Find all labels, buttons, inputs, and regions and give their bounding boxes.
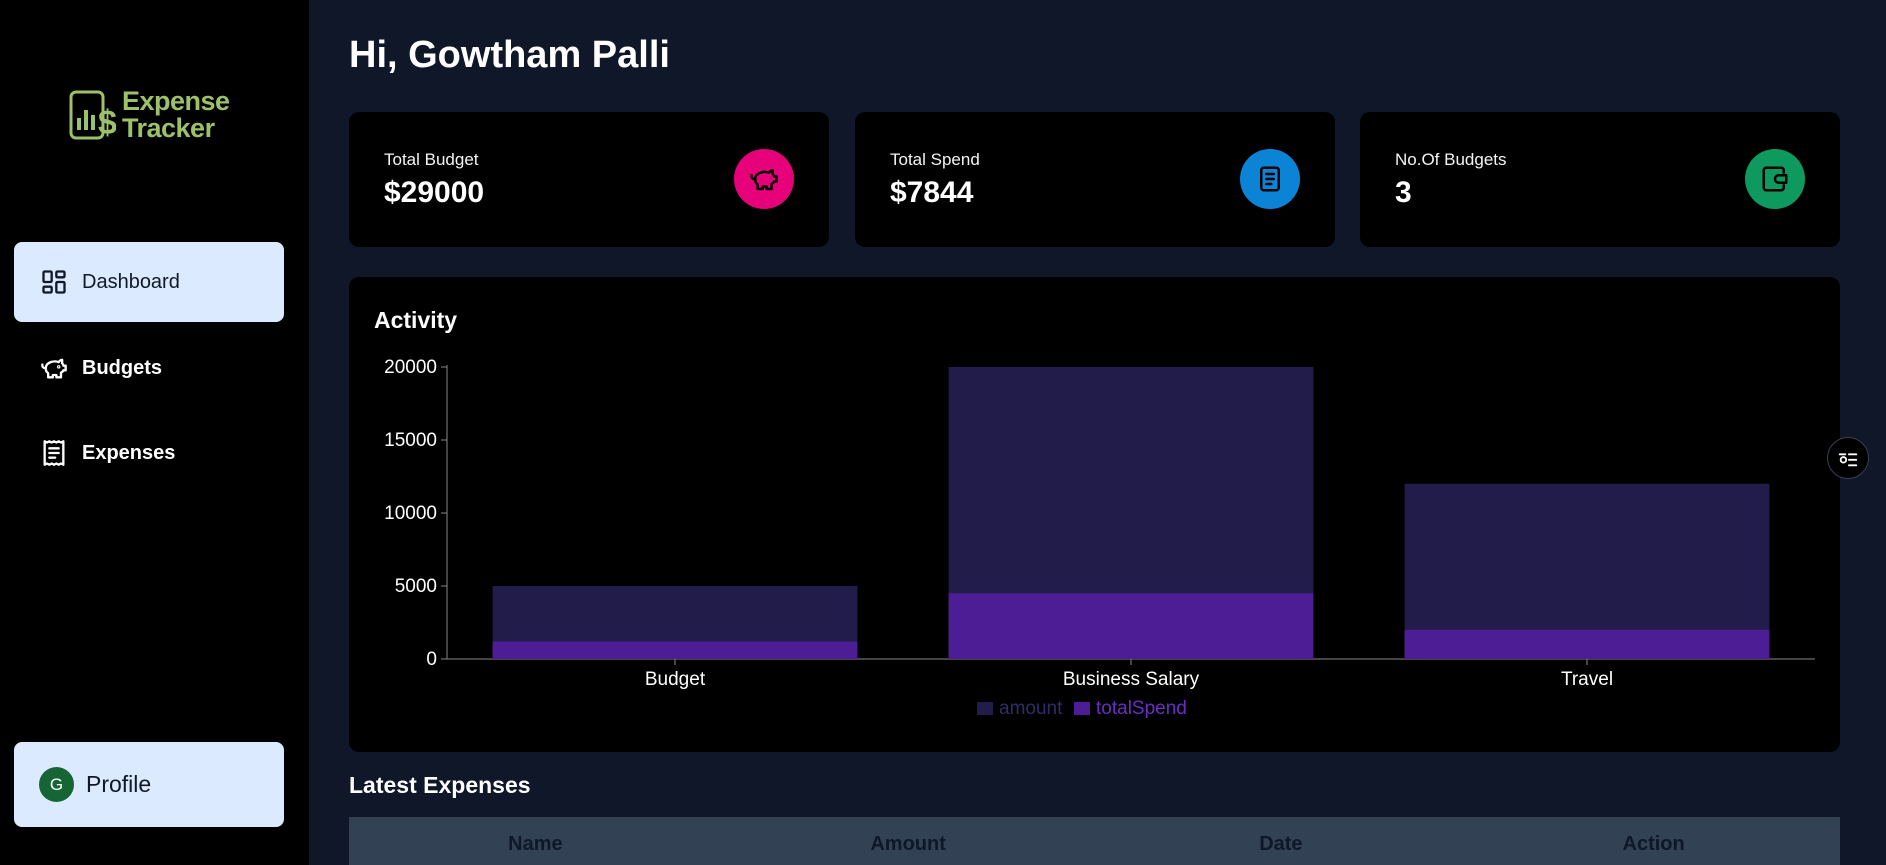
sidebar-item-dashboard[interactable]: Dashboard [14,242,284,322]
card-value: $7844 [890,176,974,209]
sidebar: $ Expense Tracker Dashboard Budgets Expe… [0,0,309,865]
activity-title: Activity [374,307,458,333]
legend-label: amount [999,698,1063,719]
expenses-table-header: Name Amount Date Action [349,817,1840,865]
page-scrollbar[interactable] [1872,0,1886,865]
sliders-icon [1838,453,1858,467]
bar-totalSpend [948,593,1314,659]
wallet-icon [1745,149,1805,209]
x-tick-label: Business Salary [1063,669,1200,690]
app-name-line1: Expense [122,86,230,116]
receipt-icon [1240,149,1300,209]
chart-dollar-icon: $ [69,90,116,142]
avatar: G [39,767,74,802]
column-header-date[interactable]: Date [1259,832,1303,855]
budget-count-card: No.Of Budgets 3 [1360,112,1840,247]
app-logo[interactable]: $ Expense Tracker [68,88,230,142]
card-label: No.Of Budgets [1395,150,1507,169]
y-tick-label: 10000 [384,503,437,524]
card-value: $29000 [384,176,485,209]
total-budget-card: Total Budget $29000 [349,112,829,247]
bar-totalSpend [492,641,858,659]
legend-swatch [1074,702,1090,715]
app-name: Expense Tracker [122,88,230,142]
x-tick-label: Budget [645,669,706,690]
column-header-action[interactable]: Action [1622,832,1685,855]
sidebar-item-expenses[interactable]: Expenses [14,413,284,493]
activity-panel: Activity 0 5000 10000 15000 20000 Budget Busin… [349,277,1840,752]
card-value: 3 [1395,176,1412,209]
total-spend-card: Total Spend $7844 [855,112,1335,247]
legend-label: totalSpend [1096,698,1187,719]
y-tick-label: 15000 [384,430,437,451]
sidebar-item-label: Dashboard [82,270,180,293]
page-title: Hi, Gowtham Palli [349,34,670,76]
card-label: Total Spend [890,150,980,169]
sidebar-item-label: Budgets [82,356,162,379]
piggy-bank-icon [734,149,794,209]
column-header-amount[interactable]: Amount [870,832,946,855]
sidebar-item-budgets[interactable]: Budgets [14,328,284,408]
latest-expenses-title: Latest Expenses [349,772,531,798]
grid-icon [42,270,66,294]
x-tick-label: Travel [1561,669,1613,690]
app-name-line2: Tracker [122,113,215,143]
activity-chart: 0 5000 10000 15000 20000 Budget Business Salar… [384,357,1815,719]
y-tick-label: 0 [426,649,437,670]
profile-label: Profile [86,771,152,797]
y-tick-label: 5000 [395,576,437,597]
column-header-name[interactable]: Name [508,832,563,855]
card-label: Total Budget [384,150,479,169]
legend-swatch [977,702,993,715]
svg-text:$: $ [98,104,116,142]
profile-button[interactable]: G Profile [14,742,284,827]
piggy-bank-icon [41,358,67,379]
filter-toggle-button[interactable] [1827,437,1869,479]
receipt-icon [43,440,65,466]
y-tick-label: 20000 [384,357,437,378]
bar-totalSpend [1404,629,1770,659]
sidebar-item-label: Expenses [82,441,176,464]
